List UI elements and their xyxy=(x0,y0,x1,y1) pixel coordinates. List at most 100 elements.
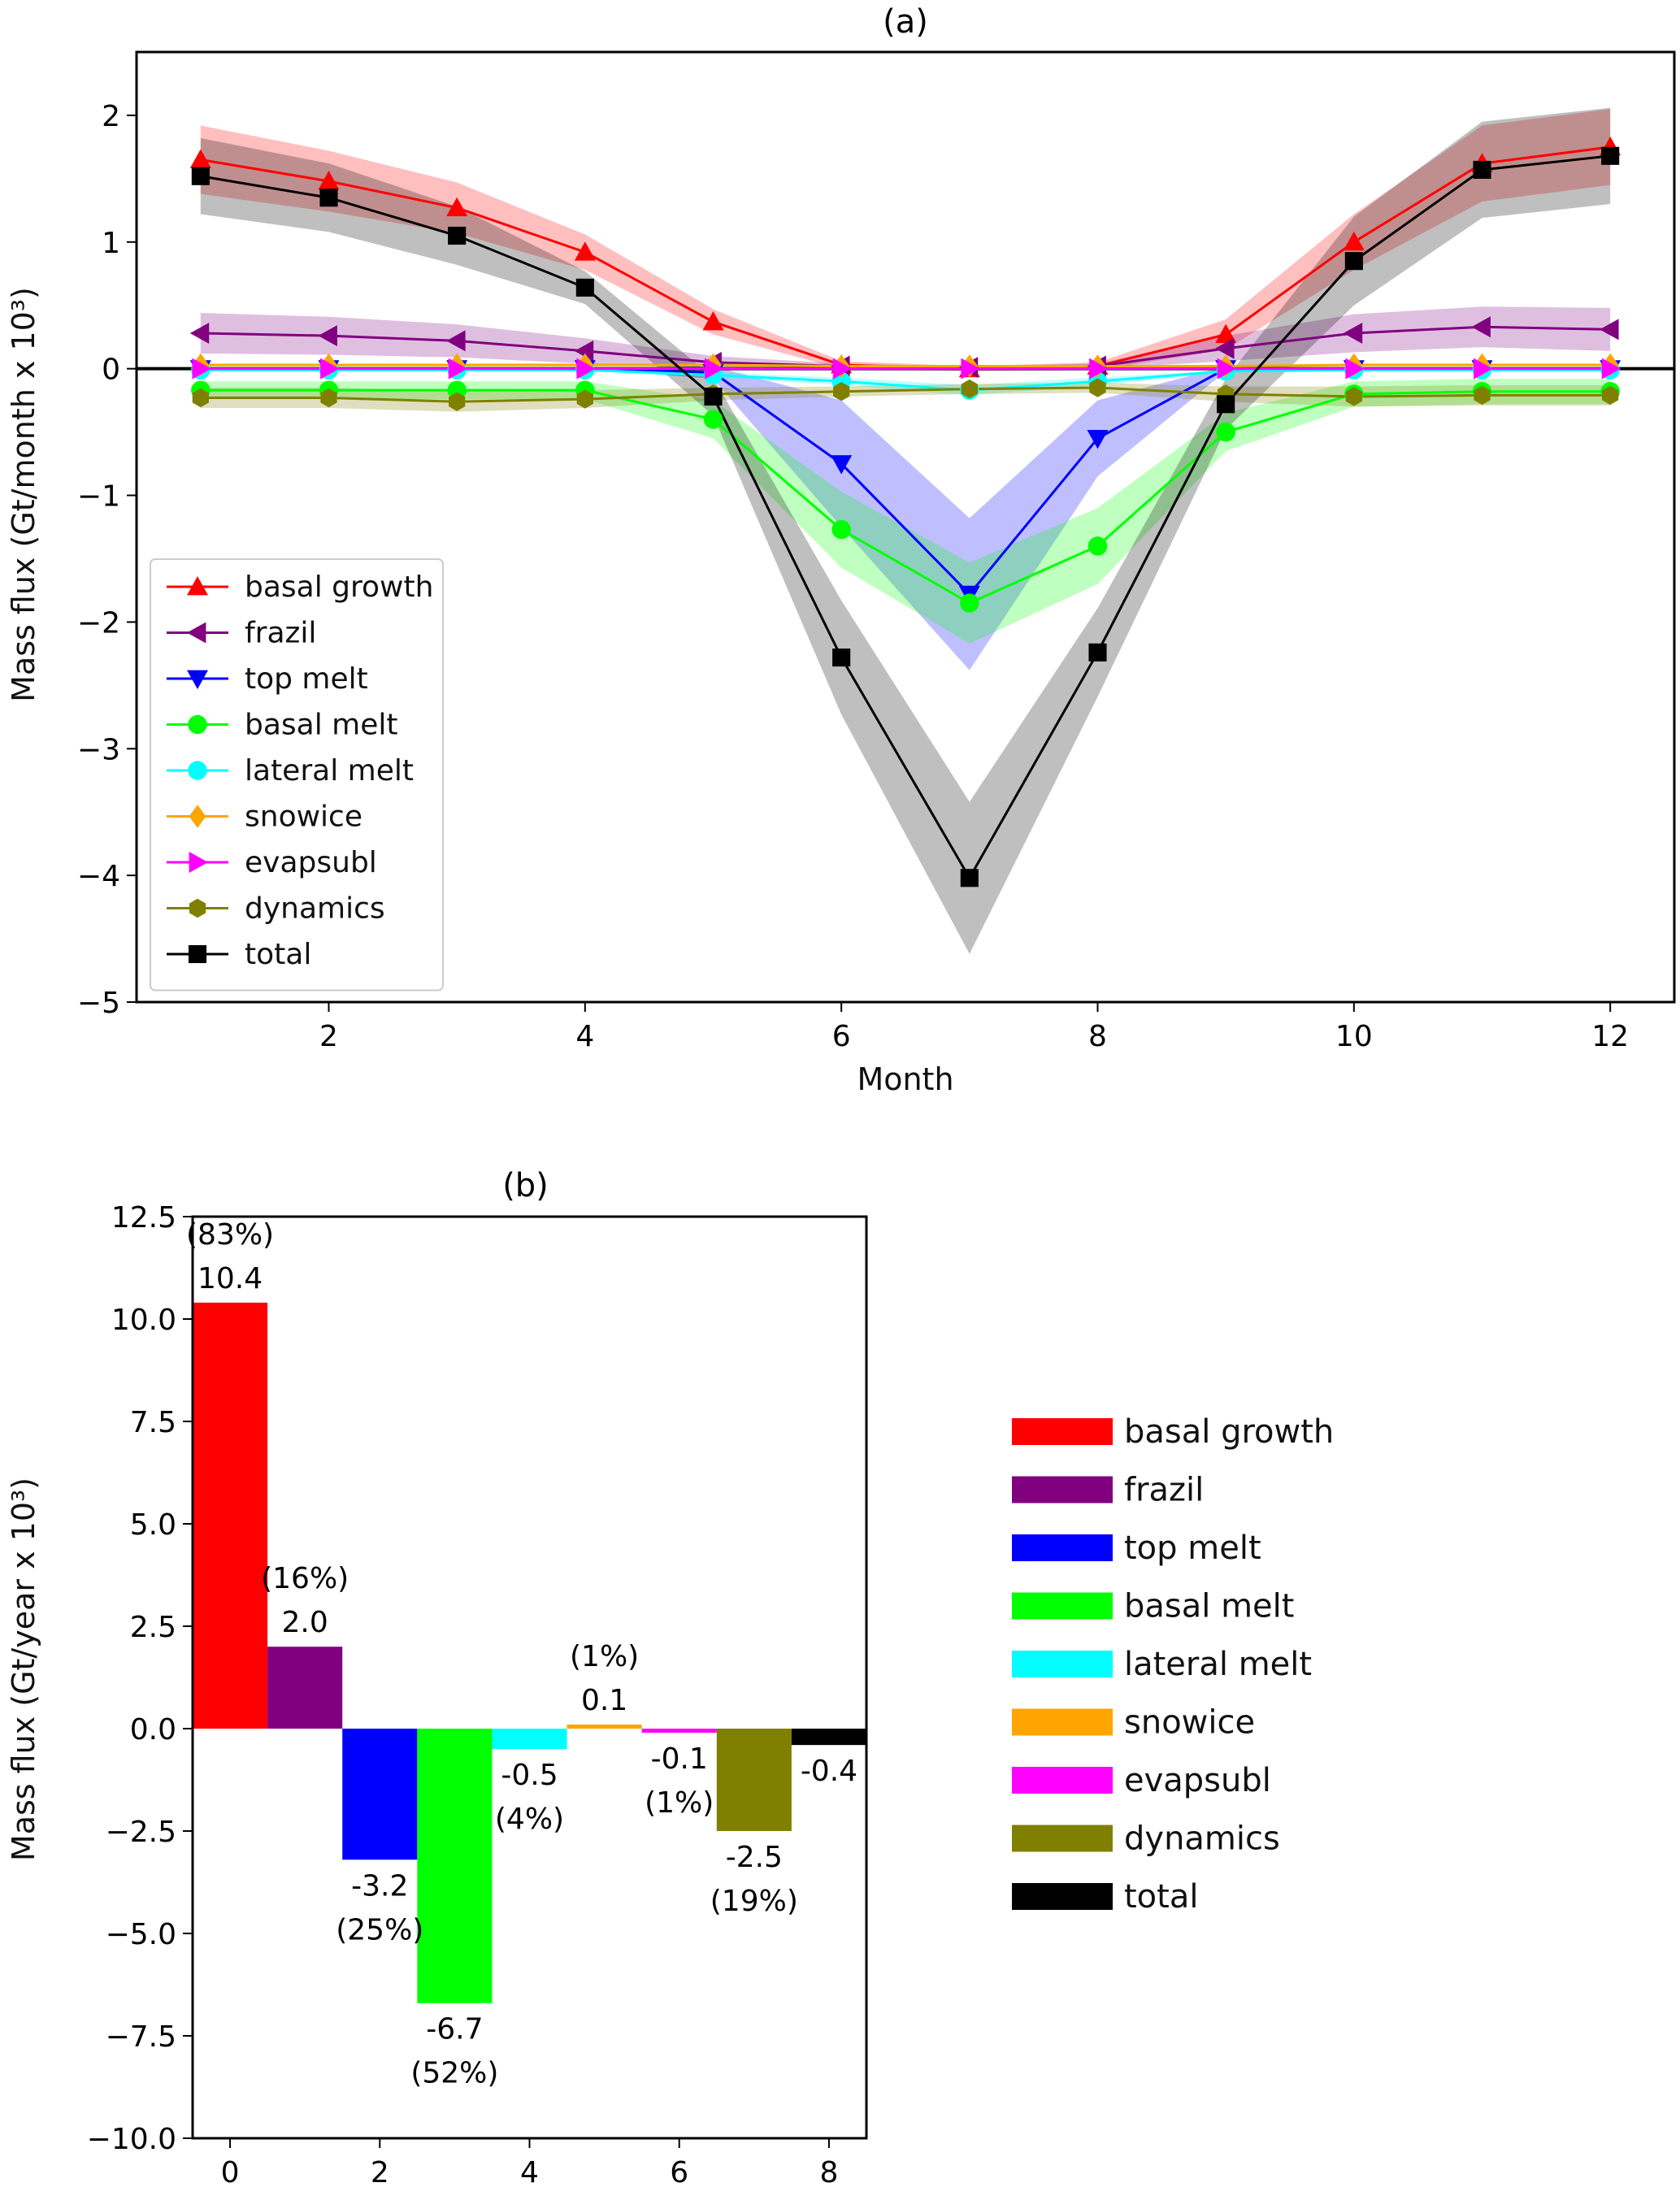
legend-swatch xyxy=(1012,1883,1113,1910)
legend-item-snowice: snowice xyxy=(1012,1704,1255,1742)
marker-basal-growth xyxy=(189,149,211,168)
marker-dynamics xyxy=(961,379,978,399)
line-total xyxy=(200,154,1611,881)
legend: basal growth frazil top melt basal melt late… xyxy=(150,558,444,992)
legend-item-frazil: frazil xyxy=(1012,1472,1204,1509)
marker-dynamics xyxy=(1089,378,1106,397)
percent-label: (19%) xyxy=(710,1885,798,1918)
legend-label: basal melt xyxy=(1124,1588,1294,1625)
y-tick-label: −5.0 xyxy=(106,1918,176,1951)
bar-frazil xyxy=(267,1647,343,1729)
marker-basal-melt xyxy=(703,410,723,429)
marker-basal-growth xyxy=(574,241,596,261)
marker-basal-growth xyxy=(702,310,724,331)
marker-frazil xyxy=(1471,316,1491,338)
band-dynamics xyxy=(200,382,1611,412)
marker-dynamics xyxy=(1602,385,1619,406)
x-axis-ticks: 0 2 4 6 8 xyxy=(221,2138,838,2187)
panel-b-bar-chart: (b) 10.4 (83%) 2.0 (16%) -3.2 (25%) -6.7 (52%) -… xyxy=(6,1167,1334,2187)
marker-total xyxy=(1088,643,1107,662)
uncertainty-bands xyxy=(200,107,1611,954)
value-label: -2.5 xyxy=(726,1841,783,1874)
y-axis-label: Mass flux (Gt/year x 10³) xyxy=(6,1478,41,1861)
x-tick-label: 4 xyxy=(520,2156,539,2187)
legend-label: basal growth xyxy=(1124,1413,1334,1451)
percent-label: (16%) xyxy=(261,1562,349,1595)
legend-item-basal-growth: basal growth xyxy=(167,571,433,604)
legend-item-lateral-melt: lateral melt xyxy=(1012,1646,1312,1683)
y-tick-label: 2 xyxy=(102,100,120,133)
legend-swatch xyxy=(1012,1651,1113,1677)
marker-evapsubl xyxy=(192,358,211,380)
marker-dynamics xyxy=(320,388,337,408)
y-tick-label: −2.5 xyxy=(106,1816,176,1849)
legend-label: dynamics xyxy=(1124,1820,1280,1858)
percent-label: (83%) xyxy=(186,1218,274,1252)
legend-item-total: total xyxy=(1012,1878,1198,1916)
legend-item-dynamics: dynamics xyxy=(167,892,385,926)
legend-swatch xyxy=(1012,1592,1113,1620)
marker-evapsubl xyxy=(448,358,468,380)
x-tick-label: 6 xyxy=(670,2156,688,2187)
line-basal-melt xyxy=(200,388,1611,605)
panel-a-title: (a) xyxy=(883,3,928,41)
marker-dynamics xyxy=(1474,385,1491,406)
marker-evapsubl xyxy=(961,358,980,380)
percent-label: (25%) xyxy=(336,1913,423,1946)
marker-total xyxy=(704,387,723,406)
marker-evapsubl xyxy=(576,358,596,380)
y-tick-label: 7.5 xyxy=(130,1406,176,1439)
x-axis-ticks: 2 4 6 8 10 12 xyxy=(319,1002,1629,1053)
bar-total xyxy=(791,1729,866,1746)
marker-basal-growth xyxy=(1215,323,1237,343)
legend-label: evapsubl xyxy=(245,846,377,879)
legend-marker xyxy=(188,761,207,780)
marker-dynamics xyxy=(192,388,209,408)
legend-swatch xyxy=(1012,1476,1113,1504)
bar-lateral-melt xyxy=(492,1729,567,1750)
marker-basal-melt xyxy=(1087,536,1108,556)
marker-dynamics xyxy=(576,389,593,409)
legend-item-basal-growth: basal growth xyxy=(1012,1413,1334,1451)
legend-label: top melt xyxy=(1124,1530,1261,1567)
marker-total xyxy=(960,869,979,887)
legend-item-evapsubl: evapsubl xyxy=(167,846,377,879)
legend-label: basal growth xyxy=(245,571,433,604)
legend-item-basal-melt: basal melt xyxy=(1012,1588,1294,1625)
legend-label: snowice xyxy=(1124,1704,1255,1742)
legend-marker xyxy=(189,805,206,828)
bar-dynamics xyxy=(716,1729,792,1831)
marker-frazil xyxy=(446,330,466,352)
y-tick-label: −4 xyxy=(77,860,120,893)
y-tick-label: 1 xyxy=(102,227,120,260)
legend-item-basal-melt: basal melt xyxy=(167,709,398,742)
marker-basal-melt xyxy=(960,593,979,613)
y-tick-label: 12.5 xyxy=(111,1201,176,1235)
legend-marker xyxy=(187,576,208,596)
x-tick-label: 10 xyxy=(1335,1020,1373,1053)
series-markers xyxy=(189,136,1621,887)
legend-item-snowice: snowice xyxy=(167,801,362,834)
legend-item-total: total xyxy=(167,938,311,971)
value-label: -0.5 xyxy=(501,1759,558,1792)
legend-label: evapsubl xyxy=(1124,1762,1271,1799)
bar-top-melt xyxy=(342,1729,418,1860)
legend-marker xyxy=(189,898,206,918)
value-label: -0.4 xyxy=(801,1755,857,1788)
legend-item-lateral-melt: lateral melt xyxy=(167,754,414,788)
legend-label: frazil xyxy=(245,617,316,650)
marker-basal-growth xyxy=(318,170,340,190)
y-tick-label: 5.0 xyxy=(130,1508,176,1542)
x-axis-label: Month xyxy=(857,1061,953,1097)
series-lines xyxy=(200,145,1611,881)
x-tick-label: 0 xyxy=(221,2156,240,2187)
bar-evapsubl xyxy=(641,1729,717,1734)
legend-label: top melt xyxy=(245,662,368,696)
value-label: 2.0 xyxy=(282,1606,328,1639)
y-tick-label: 0.0 xyxy=(130,1713,176,1747)
legend-item-frazil: frazil xyxy=(167,617,316,650)
marker-top-melt xyxy=(831,455,853,475)
marker-total xyxy=(319,189,338,207)
